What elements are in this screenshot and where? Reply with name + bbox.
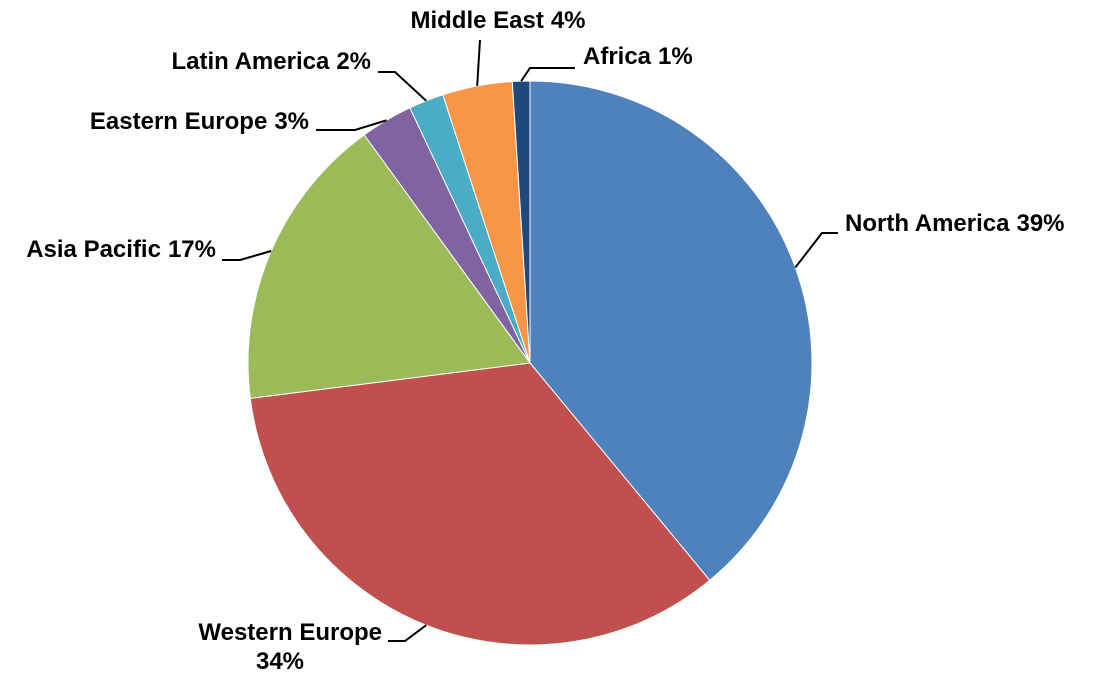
label-category: Western Europe <box>198 619 382 646</box>
slice-label: Eastern Europe 3% <box>90 108 309 135</box>
label-category: Eastern Europe <box>90 108 267 135</box>
label-category: Asia Pacific <box>26 236 161 263</box>
slice-label: North America 39% <box>845 210 1065 237</box>
label-value: 34% <box>256 648 304 675</box>
label-value: 3% <box>274 108 309 135</box>
label-category: North America <box>845 210 1010 237</box>
label-category: Africa <box>583 43 652 70</box>
slice-label: Latin America 2% <box>171 48 371 75</box>
label-value: 1% <box>658 43 693 70</box>
leader-line <box>316 119 387 131</box>
leader-line <box>476 39 481 87</box>
pie-slice <box>511 80 531 364</box>
pie-slice <box>249 362 711 646</box>
pie-slice <box>247 134 531 399</box>
leader-line <box>794 232 838 269</box>
label-value: 2% <box>336 48 371 75</box>
label-category: Latin America <box>171 48 329 75</box>
leader-line <box>520 67 575 82</box>
slice-label: Africa 1% <box>583 43 693 70</box>
leader-line <box>222 250 272 261</box>
slice-label: 34% <box>256 648 304 675</box>
label-value: 4% <box>551 7 586 34</box>
leader-line <box>378 71 427 102</box>
slice-label: Asia Pacific 17% <box>26 236 216 263</box>
slice-label: Middle East 4% <box>410 7 585 34</box>
slice-label: Western Europe <box>198 619 382 646</box>
label-value: 17% <box>168 236 216 263</box>
leader-line <box>388 624 427 642</box>
label-category: Middle East <box>410 7 543 34</box>
label-value: 39% <box>1016 210 1064 237</box>
